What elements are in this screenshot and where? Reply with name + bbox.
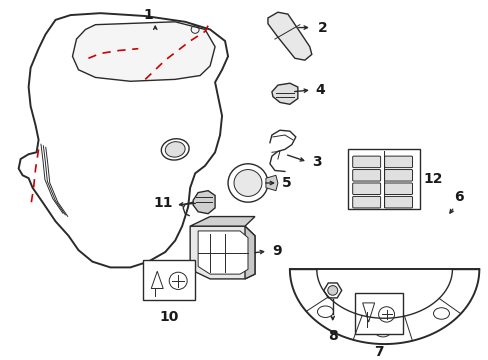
Polygon shape — [265, 175, 277, 191]
Circle shape — [234, 170, 262, 197]
FancyBboxPatch shape — [352, 170, 380, 181]
Text: 4: 4 — [315, 83, 325, 97]
Text: 10: 10 — [159, 310, 179, 324]
Bar — [354, 293, 402, 334]
Text: 8: 8 — [327, 329, 337, 343]
FancyBboxPatch shape — [352, 183, 380, 194]
Ellipse shape — [161, 139, 189, 160]
Circle shape — [227, 164, 267, 202]
FancyBboxPatch shape — [384, 170, 412, 181]
Text: 5: 5 — [281, 176, 291, 190]
Circle shape — [327, 285, 337, 295]
Ellipse shape — [374, 325, 390, 337]
Polygon shape — [193, 191, 215, 214]
Polygon shape — [72, 22, 215, 81]
FancyBboxPatch shape — [384, 197, 412, 208]
Bar — [143, 260, 195, 300]
Text: 9: 9 — [271, 244, 281, 258]
Text: 3: 3 — [311, 155, 321, 169]
Ellipse shape — [317, 306, 333, 318]
Text: 12: 12 — [423, 172, 442, 186]
Polygon shape — [244, 226, 254, 279]
Polygon shape — [19, 13, 227, 267]
Bar — [347, 149, 419, 209]
Polygon shape — [267, 12, 311, 60]
Text: 2: 2 — [317, 21, 327, 35]
Text: 1: 1 — [143, 8, 153, 22]
FancyBboxPatch shape — [352, 156, 380, 168]
Text: 7: 7 — [373, 345, 383, 359]
Ellipse shape — [433, 308, 448, 319]
FancyBboxPatch shape — [384, 156, 412, 168]
Polygon shape — [190, 226, 254, 279]
Text: 6: 6 — [453, 190, 463, 204]
Ellipse shape — [165, 142, 185, 157]
FancyBboxPatch shape — [384, 183, 412, 194]
Polygon shape — [190, 217, 254, 226]
Text: 11: 11 — [153, 196, 173, 210]
FancyBboxPatch shape — [352, 197, 380, 208]
Polygon shape — [198, 231, 247, 274]
Polygon shape — [271, 83, 297, 104]
